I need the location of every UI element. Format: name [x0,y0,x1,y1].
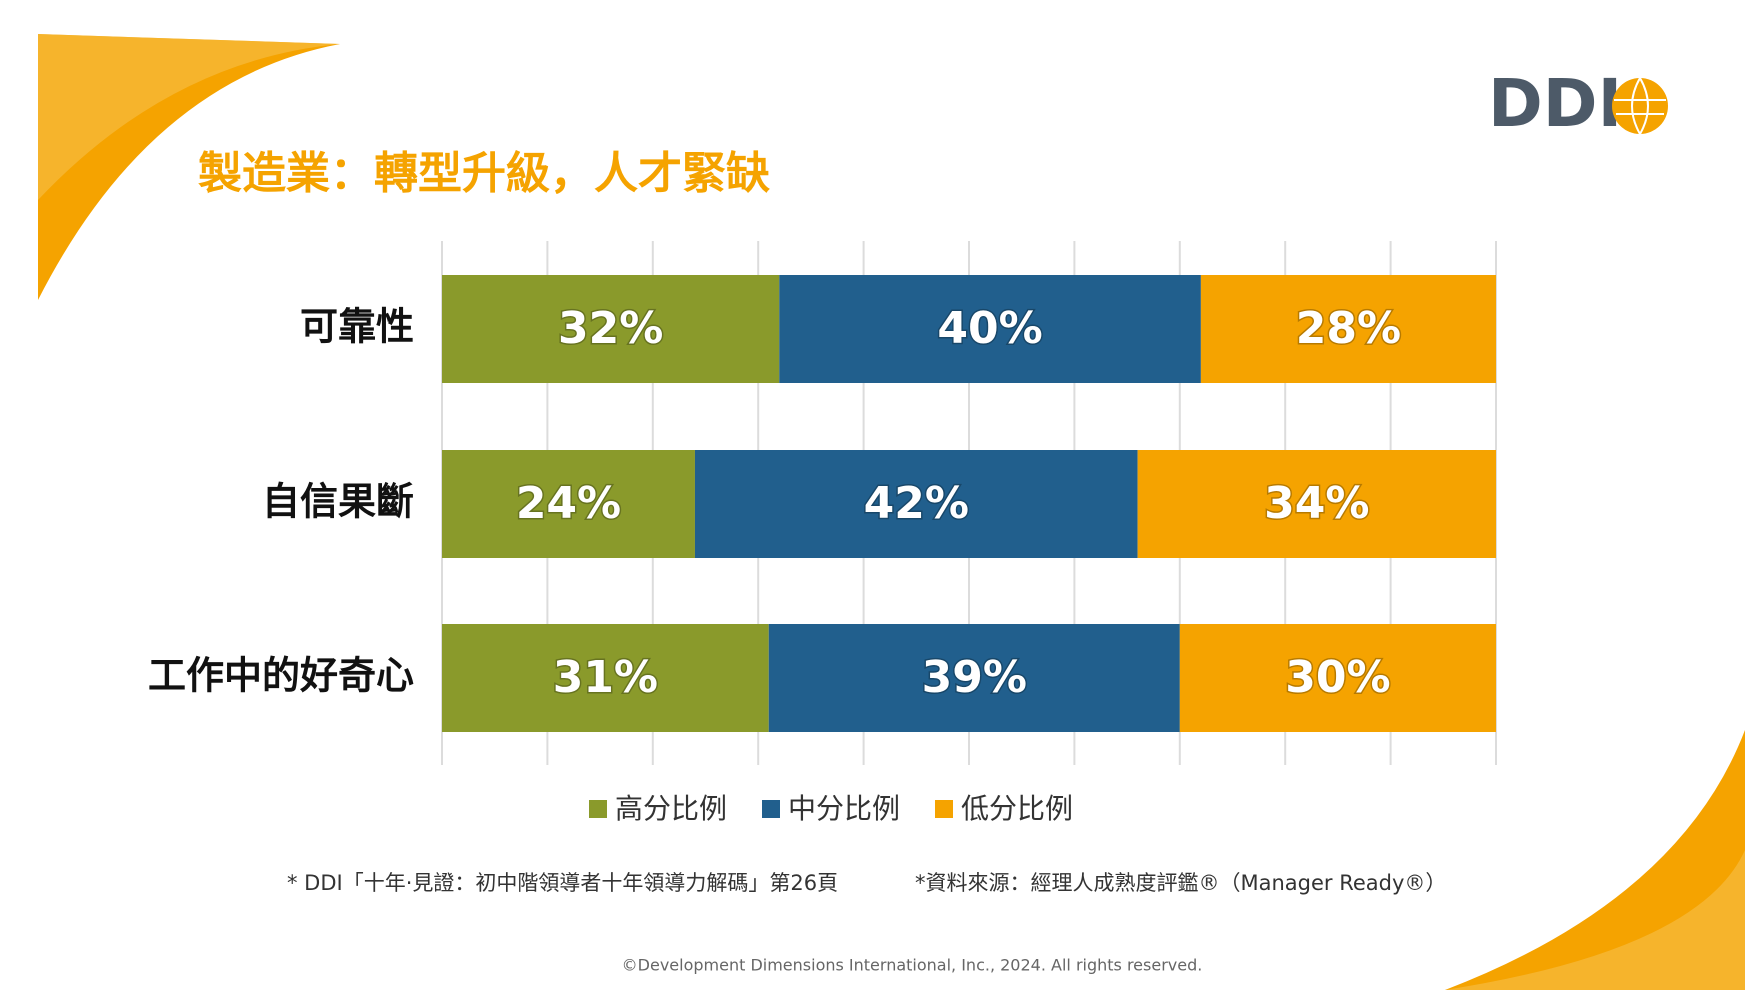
bar-segment [1200,275,1496,383]
bar-segment [442,275,780,383]
data-label: 28% [1296,303,1401,354]
bar-segment [694,450,1138,558]
category-label: 工作中的好奇心 [148,654,414,698]
bar-segment [1179,624,1496,732]
footnote: * DDI「十年·見證：初中階領導者十年領導力解碼」第26頁 [287,871,838,895]
bar-segment [768,624,1180,732]
legend-label: 中分比例 [788,792,900,825]
category-label: 可靠性 [300,305,414,349]
data-label: 32% [558,303,663,354]
data-label: 40% [937,303,1042,354]
corner-swoosh-light [1445,850,1745,990]
legend-label: 低分比例 [961,792,1073,825]
logo-text: DDI [1488,65,1622,142]
logo-globe [1612,77,1668,135]
bar-segment [1137,450,1496,558]
data-label: 42% [864,478,969,529]
footnote: *資料來源：經理人成熟度評鑑®（Manager Ready®） [915,871,1446,895]
copyright: ©Development Dimensions International, I… [622,956,1203,975]
corner-swoosh-light [38,34,340,200]
data-label: 34% [1264,478,1369,529]
legend-swatch [762,800,780,818]
data-label: 31% [553,652,658,703]
data-label: 39% [922,652,1027,703]
bar-segment [779,275,1201,383]
legend-label: 高分比例 [615,792,727,825]
data-label: 30% [1285,652,1390,703]
legend-swatch [589,800,607,818]
category-label: 自信果斷 [262,480,414,524]
bar-segment [442,450,695,558]
data-label: 24% [516,478,621,529]
bar-segment [442,624,769,732]
chart-title: 製造業：轉型升級，人才緊缺 [198,148,770,199]
legend-swatch [935,800,953,818]
